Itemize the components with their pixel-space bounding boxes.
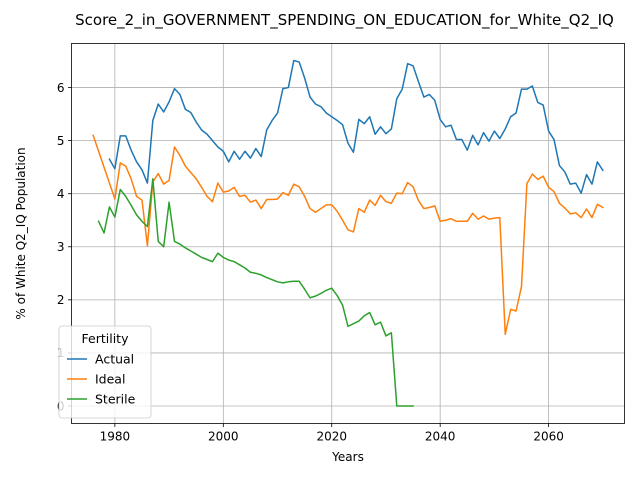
series-line-sterile bbox=[97, 178, 414, 407]
legend-label-ideal: Ideal bbox=[95, 372, 125, 387]
chart-title: Score_2_in_GOVERNMENT_SPENDING_ON_EDUCAT… bbox=[75, 11, 614, 30]
legend: Fertility Actual Ideal Sterile bbox=[58, 325, 152, 419]
y-tick-label: 5 bbox=[57, 134, 65, 148]
x-tick-label: 1980 bbox=[100, 430, 131, 444]
plot-frame bbox=[71, 43, 625, 424]
grid-lines bbox=[71, 43, 625, 424]
x-tick-label: 2000 bbox=[208, 430, 239, 444]
y-tick-label: 3 bbox=[57, 240, 65, 254]
y-axis-label: % of White Q2_IQ Population bbox=[14, 147, 28, 319]
x-tick-label: 2060 bbox=[533, 430, 564, 444]
legend-items: Actual Ideal Sterile bbox=[67, 352, 136, 407]
y-tick-label: 6 bbox=[57, 81, 65, 95]
series-line-actual bbox=[108, 59, 604, 194]
legend-label-sterile: Sterile bbox=[95, 392, 136, 407]
series-line-ideal bbox=[92, 134, 604, 336]
x-tick-label: 2020 bbox=[316, 430, 347, 444]
legend-label-actual: Actual bbox=[95, 352, 134, 367]
y-tick-label: 2 bbox=[57, 293, 65, 307]
x-tick-label: 2040 bbox=[425, 430, 456, 444]
x-axis-label: Years bbox=[331, 450, 364, 464]
x-axis: 1980 2000 2020 2040 2060 bbox=[100, 423, 564, 444]
legend-box bbox=[58, 325, 152, 419]
y-tick-label: 4 bbox=[57, 187, 65, 201]
series-layer bbox=[92, 59, 604, 407]
legend-title: Fertility bbox=[82, 331, 130, 346]
